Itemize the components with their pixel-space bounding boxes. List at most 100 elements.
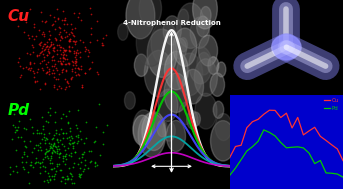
Point (76, 156, 82, 159)
Point (19, 160, 25, 163)
Point (69, 31, 74, 34)
Point (23, 127, 29, 130)
Point (63, 53, 68, 57)
Point (56, 43, 62, 46)
Point (82, 158, 87, 161)
Point (39, 67, 45, 70)
Point (56, 72, 62, 75)
Point (42, 155, 48, 158)
Point (69, 141, 74, 144)
Point (95, 73, 100, 76)
Point (33, 81, 38, 84)
Point (71, 141, 76, 144)
Point (83, 137, 89, 140)
Point (41, 32, 46, 35)
Point (20, 67, 26, 70)
Point (76, 74, 81, 77)
Point (54, 169, 59, 172)
Point (37, 145, 43, 148)
Point (61, 48, 67, 51)
Point (17, 64, 23, 67)
Point (32, 26, 37, 29)
Point (88, 26, 94, 29)
Point (49, 24, 55, 27)
Point (36, 29, 42, 32)
Point (37, 165, 43, 168)
Point (33, 161, 38, 164)
Point (73, 52, 79, 55)
Point (60, 60, 66, 63)
Point (27, 61, 33, 64)
Point (58, 46, 64, 49)
Circle shape (174, 38, 187, 59)
Point (57, 168, 63, 171)
Point (80, 170, 85, 173)
Point (74, 127, 80, 130)
Point (63, 31, 69, 34)
Point (27, 8, 33, 11)
Point (42, 59, 47, 62)
Point (39, 116, 45, 119)
Point (62, 19, 67, 22)
Point (25, 68, 31, 71)
Point (30, 166, 36, 169)
Point (47, 46, 52, 49)
Point (63, 63, 69, 66)
Circle shape (173, 28, 197, 66)
Point (42, 142, 47, 145)
Point (23, 146, 28, 149)
Point (70, 144, 75, 147)
Point (55, 151, 60, 154)
Point (45, 181, 50, 184)
Point (66, 136, 72, 139)
Point (80, 153, 86, 156)
Circle shape (190, 17, 210, 48)
Point (81, 151, 86, 154)
Point (40, 68, 46, 71)
Point (7, 166, 13, 169)
Circle shape (189, 46, 212, 84)
Point (47, 132, 52, 135)
Circle shape (166, 120, 186, 152)
Point (40, 44, 46, 47)
Point (93, 139, 98, 143)
Point (45, 60, 50, 63)
Point (13, 149, 19, 152)
Point (71, 11, 77, 14)
Point (29, 150, 35, 153)
Point (67, 139, 72, 142)
Point (27, 68, 33, 71)
Point (31, 45, 36, 48)
Point (70, 165, 76, 168)
Point (46, 121, 51, 124)
Point (73, 62, 78, 65)
Point (72, 34, 77, 37)
Point (62, 16, 68, 19)
Point (59, 143, 65, 146)
Point (44, 53, 49, 56)
Point (61, 160, 66, 163)
Circle shape (133, 115, 152, 145)
Point (74, 57, 79, 60)
Circle shape (164, 73, 188, 112)
Point (73, 54, 79, 57)
Point (81, 141, 87, 144)
Point (78, 173, 84, 176)
Point (48, 43, 54, 46)
Point (49, 150, 55, 153)
Point (41, 133, 46, 136)
Point (33, 157, 38, 160)
Point (48, 168, 54, 171)
Point (57, 151, 63, 154)
Point (36, 132, 42, 135)
Point (53, 67, 59, 70)
Point (63, 68, 69, 71)
Point (75, 108, 81, 111)
Point (73, 59, 79, 62)
Point (43, 148, 48, 151)
Point (52, 111, 58, 114)
Point (13, 129, 19, 132)
Point (35, 131, 40, 134)
Point (51, 71, 57, 74)
Point (51, 177, 57, 180)
